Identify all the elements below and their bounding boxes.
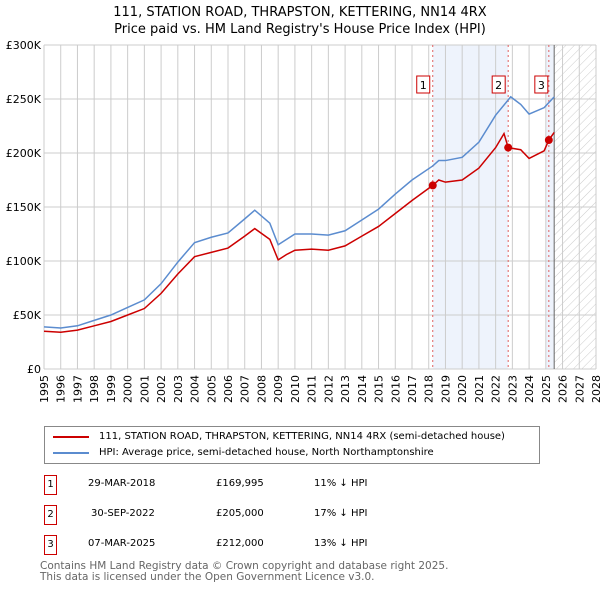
x-tick-label: 2019 (439, 375, 452, 403)
x-tick-label: 2021 (473, 375, 486, 403)
y-tick-label: £150K (6, 201, 42, 214)
x-tick-label: 2024 (523, 375, 536, 403)
series-line (43, 131, 555, 334)
x-tick-label: 2026 (557, 375, 570, 403)
sale-price: £169,995 (216, 478, 264, 489)
x-tick-label: 2003 (172, 375, 185, 403)
footer-line: Contains HM Land Registry data © Crown c… (40, 560, 449, 572)
sale-marker-box (416, 75, 431, 94)
legend-item-property: 111, STATION ROAD, THRAPSTON, KETTERING,… (53, 431, 505, 442)
title-line-2: Price paid vs. HM Land Registry's House … (114, 22, 486, 37)
y-tick-label: £100K (6, 255, 42, 268)
x-tick-label: 2027 (573, 375, 586, 403)
sale-marker-label: 3 (538, 79, 545, 92)
legend-item-hpi: HPI: Average price, semi-detached house,… (53, 447, 434, 458)
series-line (43, 95, 555, 329)
legend-label: 111, STATION ROAD, THRAPSTON, KETTERING,… (99, 431, 505, 442)
sale-marker-label: 1 (420, 79, 427, 92)
x-tick-label: 2006 (222, 375, 235, 403)
x-tick-label: 2022 (490, 375, 503, 403)
x-tick-label: 2009 (272, 375, 285, 403)
x-tick-label: 2020 (456, 375, 469, 403)
x-tick-label: 1995 (38, 375, 51, 403)
sale-date: 07-MAR-2025 (88, 538, 156, 549)
x-tick-label: 2025 (540, 375, 553, 403)
y-tick-label: £50K (13, 309, 42, 322)
sale-point (504, 143, 513, 152)
x-tick-label: 2017 (406, 375, 419, 403)
x-tick-label: 2007 (239, 375, 252, 403)
x-tick-label: 2011 (306, 375, 319, 403)
x-tick-label: 2023 (506, 375, 519, 403)
sale-marker-label: 2 (44, 505, 57, 525)
y-tick-label: £0 (27, 363, 41, 376)
legend: 111, STATION ROAD, THRAPSTON, KETTERING,… (44, 426, 540, 464)
sale-marker-label: 2 (495, 79, 502, 92)
sale-hpi-diff: 11% ↓ HPI (314, 478, 368, 489)
sale-date: 30-SEP-2022 (91, 508, 155, 519)
y-tick-label: £300K (6, 39, 42, 52)
sale-price: £205,000 (216, 508, 264, 519)
title-line-1: 111, STATION ROAD, THRAPSTON, KETTERING,… (113, 5, 487, 20)
x-tick-label: 2013 (339, 375, 352, 403)
footer: Contains HM Land Registry data © Crown c… (40, 561, 448, 583)
x-tick-label: 1996 (55, 375, 68, 403)
legend-label: HPI: Average price, semi-detached house,… (99, 447, 434, 458)
x-tick-label: 2005 (205, 375, 218, 403)
sale-point (428, 181, 437, 190)
x-tick-label: 2004 (189, 375, 202, 403)
x-tick-label: 2000 (122, 375, 135, 403)
y-tick-label: £200K (6, 147, 42, 160)
x-tick-label: 2028 (590, 375, 600, 403)
chart-title: 111, STATION ROAD, THRAPSTON, KETTERING,… (0, 4, 600, 38)
x-tick-label: 2012 (322, 375, 335, 403)
x-tick-label: 2010 (289, 375, 302, 403)
sale-point (544, 136, 553, 145)
footer-line: This data is licensed under the Open Gov… (40, 571, 375, 583)
sale-marker-label: 1 (44, 475, 57, 495)
sale-date: 29-MAR-2018 (88, 478, 156, 489)
sale-marker-box (491, 75, 506, 94)
x-tick-label: 2008 (255, 375, 268, 403)
x-tick-label: 2016 (389, 375, 402, 403)
x-tick-label: 2014 (356, 375, 369, 403)
y-tick-label: £250K (6, 93, 42, 106)
x-tick-label: 2018 (423, 375, 436, 403)
sale-marker-box (534, 75, 549, 94)
x-tick-label: 1999 (105, 375, 118, 403)
x-tick-label: 2015 (373, 375, 386, 403)
sale-marker-label: 3 (44, 535, 57, 555)
sale-price: £212,000 (216, 538, 264, 549)
x-tick-label: 2001 (138, 375, 151, 403)
price-chart: 1995 1996 1997 1998 1999 2000 2001 2002 2003 2004… (6, 39, 600, 403)
sale-hpi-diff: 17% ↓ HPI (314, 508, 368, 519)
x-tick-label: 1997 (71, 375, 84, 403)
sale-hpi-diff: 13% ↓ HPI (314, 538, 368, 549)
x-tick-label: 2002 (155, 375, 168, 403)
x-tick-label: 1998 (88, 375, 101, 403)
